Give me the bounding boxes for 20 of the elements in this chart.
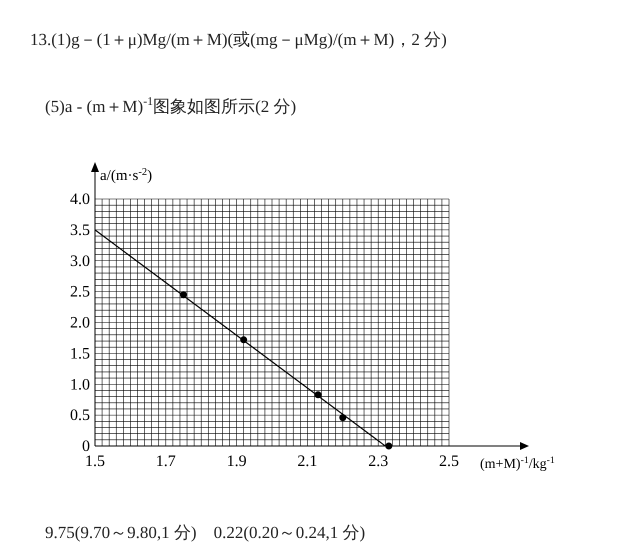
x-tick-label: 2.5 (439, 453, 459, 470)
y-tick-label: 3.0 (70, 252, 90, 270)
y-axis-title: a/(m·s$^{-2}$) (100, 166, 152, 184)
y-tick-label: 4.0 (70, 191, 90, 208)
x-tick-label: 1.7 (156, 453, 176, 470)
y-tick-label: 2.0 (70, 314, 90, 332)
y-tick-label: 2.5 (70, 284, 90, 301)
text: 9.75(9.70～9.80,1 分) 0.22(0.20～0.24,1 分) (45, 523, 366, 542)
y-tick-label: 3.5 (70, 222, 90, 239)
x-tick-label: 2.3 (368, 453, 388, 470)
y-tick-label: 1.0 (70, 376, 90, 394)
text: 13.(1)g－(1＋μ)Mg/(m＋M)(或(mg－μMg)/(m＋M)，2 分) (30, 30, 447, 49)
text: (5)a - (m＋M)$^{-1}$图象如图所示(2 分) (45, 94, 296, 116)
x-tick-label: 1.9 (226, 453, 247, 470)
x-axis-title: (m+M)$^{-1}$/kg$^{-1}$ (480, 454, 555, 472)
y-tick-label: 1.5 (70, 345, 90, 362)
x-tick-label: 1.5 (85, 453, 105, 470)
y-tick-label: 0.5 (70, 407, 90, 424)
y-tick-label: 0 (82, 438, 90, 455)
x-tick-label: 2.1 (297, 453, 318, 470)
